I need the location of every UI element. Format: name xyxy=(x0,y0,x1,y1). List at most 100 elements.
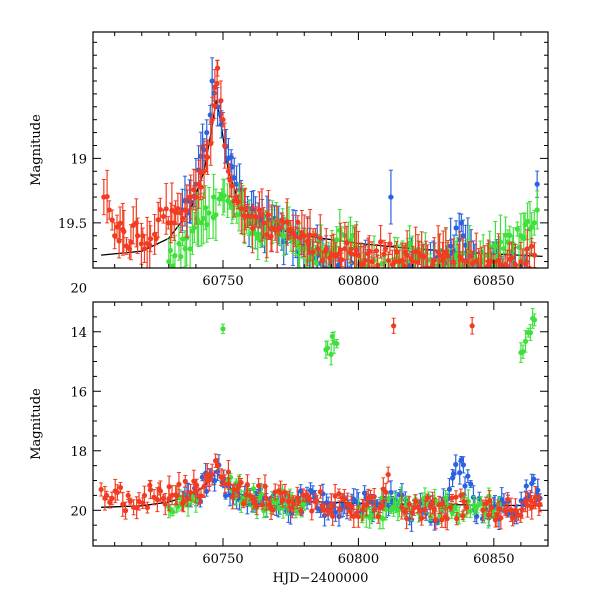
y-axis-label: Magnitude xyxy=(29,114,44,186)
data-point xyxy=(251,499,257,506)
data-point xyxy=(465,473,471,479)
data-point xyxy=(236,483,242,489)
data-point xyxy=(512,262,519,268)
data-point xyxy=(104,193,110,200)
data-point xyxy=(122,508,129,514)
data-point xyxy=(529,224,535,230)
data-point xyxy=(188,194,194,200)
data-point xyxy=(112,233,118,239)
data-point xyxy=(184,208,190,214)
data-point xyxy=(218,98,224,104)
data-point xyxy=(262,483,268,489)
data-point xyxy=(383,489,389,495)
data-point xyxy=(386,495,392,501)
data-point xyxy=(433,517,439,523)
data-point xyxy=(140,500,146,506)
data-point xyxy=(206,477,212,483)
data-point xyxy=(193,194,199,200)
data-point xyxy=(157,206,163,213)
data-point xyxy=(238,205,244,212)
data-point xyxy=(447,504,454,510)
data-point xyxy=(486,493,492,499)
x-axis-label: HJD−2400000 xyxy=(273,571,369,586)
data-point xyxy=(387,269,392,274)
data-point xyxy=(141,246,148,252)
data-point xyxy=(209,78,215,84)
data-point xyxy=(383,506,389,512)
data-point xyxy=(276,225,282,231)
data-point xyxy=(191,224,197,231)
data-point xyxy=(235,199,241,205)
data-point xyxy=(126,246,133,252)
data-point xyxy=(469,323,475,329)
data-point xyxy=(306,495,313,502)
data-point xyxy=(102,495,108,501)
data-point xyxy=(112,488,118,494)
data-point xyxy=(117,220,123,226)
x-tick-label: 60750 xyxy=(202,552,243,567)
data-point xyxy=(512,507,519,513)
data-point xyxy=(204,471,210,477)
data-point xyxy=(313,498,320,504)
data-point xyxy=(494,512,500,518)
data-point xyxy=(258,231,264,237)
data-point xyxy=(507,232,513,238)
data-point xyxy=(337,247,344,253)
data-point xyxy=(230,205,236,211)
data-point xyxy=(429,500,436,506)
data-point xyxy=(520,274,525,279)
data-point xyxy=(268,233,274,240)
data-point xyxy=(503,262,509,268)
x-tick-label: 60800 xyxy=(338,552,379,567)
data-point xyxy=(107,499,113,505)
data-point xyxy=(524,502,531,508)
data-point xyxy=(460,462,467,468)
data-point xyxy=(380,516,386,522)
data-point xyxy=(371,266,377,268)
data-point xyxy=(331,340,337,346)
data-point xyxy=(280,219,286,226)
data-point xyxy=(327,255,333,261)
data-point xyxy=(524,246,530,252)
data-point xyxy=(216,196,222,202)
data-point xyxy=(440,254,446,260)
data-point xyxy=(207,112,213,118)
data-point xyxy=(342,246,348,252)
data-point xyxy=(204,221,210,228)
data-point xyxy=(334,237,340,243)
data-point xyxy=(420,254,427,260)
data-point xyxy=(185,502,191,508)
data-point xyxy=(355,252,362,258)
data-point xyxy=(328,501,334,507)
data-point xyxy=(348,246,354,252)
data-point xyxy=(198,493,204,499)
data-point xyxy=(510,515,516,521)
data-point xyxy=(425,265,431,268)
data-point xyxy=(292,234,298,240)
data-point xyxy=(368,512,375,519)
data-point xyxy=(408,256,414,262)
data-point xyxy=(502,232,509,238)
data-point xyxy=(516,275,521,280)
data-point xyxy=(341,496,347,502)
data-point xyxy=(439,500,446,506)
data-point xyxy=(244,213,251,219)
data-point xyxy=(282,489,288,496)
data-point xyxy=(409,509,415,516)
data-point xyxy=(234,212,240,218)
data-point xyxy=(172,210,179,216)
data-point xyxy=(141,492,148,499)
data-point xyxy=(527,330,534,336)
data-point xyxy=(404,515,410,521)
data-point xyxy=(497,239,504,245)
data-point xyxy=(222,493,229,499)
data-point xyxy=(404,252,410,259)
data-point xyxy=(470,494,477,500)
data-point xyxy=(230,494,236,500)
data-point xyxy=(380,502,386,509)
data-point xyxy=(505,496,511,503)
data-point xyxy=(298,508,304,514)
data-point xyxy=(295,219,301,225)
data-point xyxy=(135,233,141,239)
data-point xyxy=(353,247,359,253)
